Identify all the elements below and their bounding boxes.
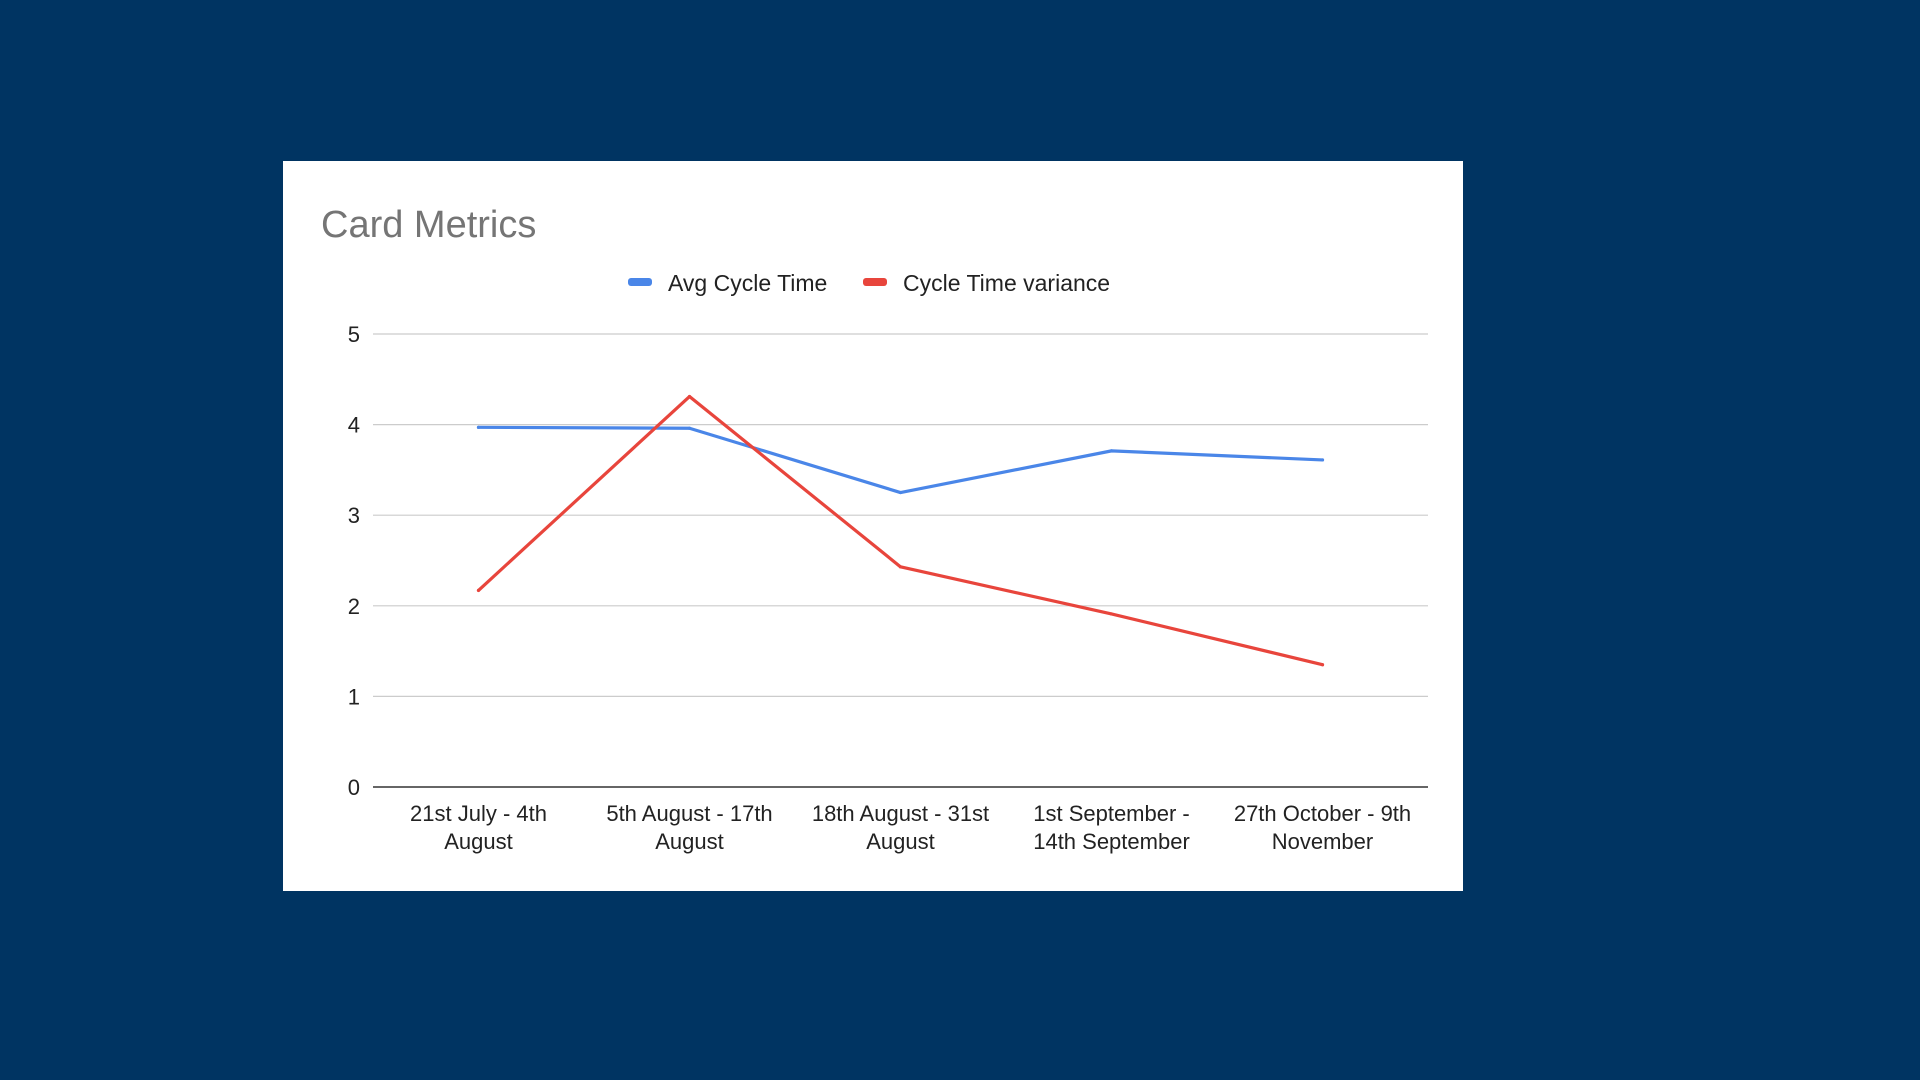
data-point (898, 565, 903, 569)
y-tick-label: 5 (348, 322, 360, 347)
data-point (687, 394, 692, 399)
legend-label: Cycle Time variance (903, 270, 1110, 296)
x-tick-label-line: August (866, 829, 935, 854)
data-point (687, 426, 692, 430)
data-point (898, 490, 903, 495)
x-tick-label-line: August (444, 829, 513, 854)
x-axis-ticks: 21st July - 4th August 5th August - 17th Au… (410, 801, 1411, 854)
x-tick-label-line: 5th August - 17th (606, 801, 772, 826)
chart-legend: Avg Cycle Time Cycle Time variance (628, 270, 1110, 296)
data-point (1109, 612, 1114, 616)
data-point (1320, 663, 1325, 667)
x-tick-label-line: August (655, 829, 724, 854)
x-tick-label: 21st July - 4th August (410, 801, 547, 854)
chart-card: Card Metrics Avg Cycle Time Cycle Time va… (283, 161, 1463, 891)
data-point (476, 425, 481, 429)
chart-gridlines (373, 333, 1428, 788)
x-tick-label-line: 21st July - 4th (410, 801, 547, 826)
legend-swatch (628, 278, 652, 286)
x-tick-label-line: 18th August - 31st (812, 801, 989, 826)
x-tick-label-line: 27th October - 9th (1234, 801, 1411, 826)
chart-title: Card Metrics (321, 204, 536, 246)
y-tick-label: 2 (348, 594, 360, 619)
series-line-cycle-time-variance (476, 394, 1325, 667)
chart-series (476, 394, 1325, 667)
x-tick-label-line: 14th September (1033, 829, 1190, 854)
data-point (1109, 449, 1114, 453)
x-tick-label: 27th October - 9th November (1234, 801, 1411, 854)
data-point (476, 588, 481, 592)
series-line-avg-cycle-time (476, 425, 1325, 495)
y-tick-label: 0 (348, 775, 360, 800)
x-tick-label-line: 1st September - (1033, 801, 1190, 826)
x-tick-label: 18th August - 31st August (812, 801, 989, 854)
line-chart: Card Metrics Avg Cycle Time Cycle Time va… (321, 204, 1428, 854)
x-tick-label-line: November (1272, 829, 1373, 854)
data-point (1320, 458, 1325, 462)
legend-swatch (863, 278, 887, 286)
legend-label: Avg Cycle Time (668, 270, 827, 296)
y-tick-label: 1 (348, 684, 360, 709)
y-tick-label: 3 (348, 503, 360, 528)
x-tick-label: 5th August - 17th August (606, 801, 772, 854)
y-axis-ticks: 0 1 2 3 4 5 (348, 322, 360, 800)
y-tick-label: 4 (348, 413, 360, 438)
x-tick-label: 1st September - 14th September (1033, 801, 1190, 854)
